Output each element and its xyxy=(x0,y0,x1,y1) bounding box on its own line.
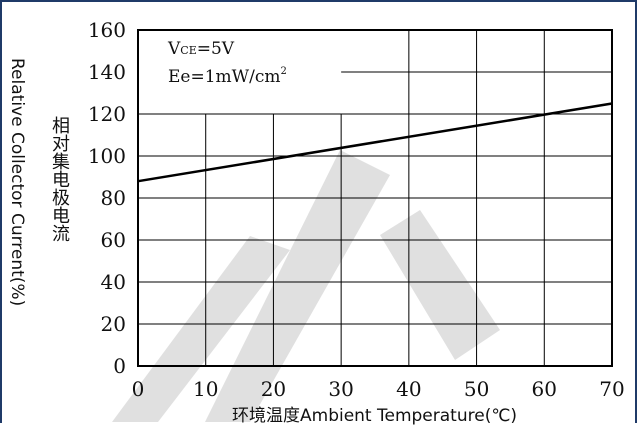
x-tick-label: 70 xyxy=(599,377,624,401)
x-tick-label: 60 xyxy=(532,377,557,401)
y-tick-label: 80 xyxy=(101,186,126,210)
y-tick-label: 140 xyxy=(88,60,126,84)
x-tick-label: 20 xyxy=(261,377,286,401)
right-frame-border xyxy=(635,0,637,423)
y-tick-label: 40 xyxy=(101,270,126,294)
plot-area-border xyxy=(137,29,613,367)
x-tick-label: 0 xyxy=(132,377,145,401)
y-tick-label: 60 xyxy=(101,228,126,252)
y-tick-label: 100 xyxy=(88,144,126,168)
top-frame-border xyxy=(0,0,637,2)
series-line xyxy=(137,102,613,183)
y-tick-label: 160 xyxy=(88,18,126,42)
x-axis-label: 环境温度Ambient Temperature(℃) xyxy=(232,406,518,426)
x-tick-label: 10 xyxy=(193,377,218,401)
y-axis-label-chinese: 相对集电极电流 xyxy=(49,116,70,242)
annotation-vce: VCE=5V xyxy=(167,39,235,59)
x-tick-label: 40 xyxy=(396,377,421,401)
x-tick-label: 30 xyxy=(328,377,353,401)
x-tick-label: 50 xyxy=(464,377,489,401)
y-tick-label: 0 xyxy=(113,354,126,378)
left-frame-border xyxy=(0,0,2,423)
y-axis-label-english: Relative Collector Current(%) xyxy=(7,58,27,307)
y-tick-label: 120 xyxy=(88,102,126,126)
annotation-ee: Ee=1mW/cm2 xyxy=(168,66,287,87)
y-tick-label: 20 xyxy=(101,312,126,336)
